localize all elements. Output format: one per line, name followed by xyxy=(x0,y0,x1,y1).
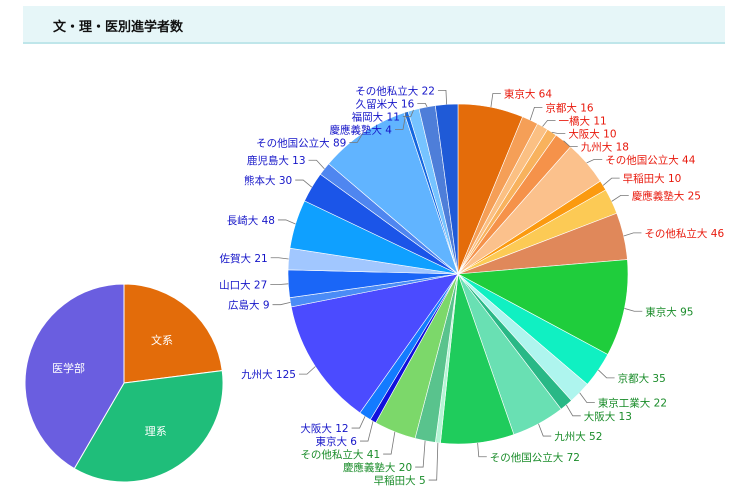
big-pie-data-label: その他私立大 46 xyxy=(644,227,724,240)
big-pie-data-label: 東京工業大 22 xyxy=(598,397,667,410)
label-leader-line xyxy=(611,194,629,202)
big-pie-data-label: 京都大 35 xyxy=(618,372,666,385)
label-leader-line xyxy=(623,232,642,237)
label-leader-line xyxy=(395,112,407,130)
label-leader-line xyxy=(351,416,366,429)
big-pie-data-label: その他私立大 22 xyxy=(355,84,435,97)
label-leader-line xyxy=(308,159,325,170)
label-leader-line xyxy=(477,442,487,458)
big-pie-data-label: 福岡大 11 xyxy=(352,110,400,123)
small-pie-slice xyxy=(73,370,224,483)
big-pie-data-label: 熊本大 30 xyxy=(244,174,292,187)
label-leader-line xyxy=(437,90,448,105)
big-pie-data-label: 九州大 18 xyxy=(581,140,629,153)
label-leader-line xyxy=(402,109,414,117)
big-pie-data-label: 早稲田大 5 xyxy=(374,474,426,487)
label-leader-line xyxy=(490,93,501,108)
label-leader-line xyxy=(551,131,566,134)
big-pie-data-label: 東京大 95 xyxy=(645,305,693,318)
big-pie-data-label: 大阪大 13 xyxy=(584,410,632,423)
big-pie-data-label: 久留米大 16 xyxy=(356,97,415,110)
small-pie-label: 理系 xyxy=(145,425,167,438)
label-leader-line xyxy=(417,103,428,108)
big-pie-data-label: 九州大 125 xyxy=(241,368,296,381)
label-leader-line xyxy=(360,421,374,442)
big-pie-data-label: 京都大 16 xyxy=(545,101,594,114)
label-leader-line xyxy=(579,392,595,403)
small-pie-slice xyxy=(24,283,125,470)
big-pie-data-label: 大阪大 10 xyxy=(568,127,616,140)
label-leader-line xyxy=(295,179,313,188)
label-leader-line xyxy=(602,177,620,186)
big-pie-data-label: 山口大 27 xyxy=(219,279,267,292)
big-pie-data-label: 広島大 9 xyxy=(228,299,270,312)
label-leader-line xyxy=(270,283,289,286)
label-leader-line xyxy=(566,404,581,417)
big-pie-data-label: その他国公立大 44 xyxy=(605,153,696,166)
big-pie-data-label: その他国公立大 72 xyxy=(490,451,580,464)
label-leader-line xyxy=(586,158,603,164)
label-leader-line xyxy=(624,308,643,312)
label-leader-line xyxy=(277,219,296,225)
small-pie-label: 医学部 xyxy=(52,361,85,375)
label-leader-line xyxy=(542,119,556,127)
big-pie-data-label: 東京大 64 xyxy=(504,87,553,100)
label-leader-line xyxy=(529,106,543,121)
label-leader-line xyxy=(272,301,291,306)
header-bar: 文・理・医別進学者数 xyxy=(23,6,725,44)
label-leader-line xyxy=(563,140,578,147)
big-pie-data-label: 慶應義塾大 4 xyxy=(329,123,392,136)
label-leader-line xyxy=(538,423,552,437)
big-pie-data-label: 長崎大 48 xyxy=(227,214,275,227)
small-pie-label: 文系 xyxy=(151,333,173,347)
big-pie-data-label: 東京大 6 xyxy=(315,435,357,448)
big-pie-data-label: 慶應義塾大 25 xyxy=(632,189,701,202)
big-pie-data-label: 慶應義塾大 20 xyxy=(343,461,412,474)
small-pie-slice xyxy=(123,283,223,384)
big-pie-data-label: 佐賀大 21 xyxy=(219,252,267,265)
label-leader-line xyxy=(298,366,316,375)
label-leader-line xyxy=(270,257,289,260)
label-leader-line xyxy=(383,431,396,455)
page-title: 文・理・医別進学者数 xyxy=(53,20,184,35)
label-leader-line xyxy=(428,442,439,481)
label-leader-line xyxy=(349,132,364,143)
big-pie-data-label: その他国公立大 89 xyxy=(256,136,346,149)
big-pie-data-label: 一橋大 11 xyxy=(559,114,607,127)
label-leader-line xyxy=(415,440,426,468)
big-pie-data-label: 鹿児島大 13 xyxy=(247,154,306,167)
big-pie-data-label: その他私立大 41 xyxy=(300,448,380,461)
big-pie-slice xyxy=(434,103,459,275)
big-pie-data-label: 九州大 52 xyxy=(554,430,602,443)
big-pie-data-label: 大阪大 12 xyxy=(300,422,348,435)
label-leader-line xyxy=(598,369,615,379)
big-pie-data-label: 早稲田大 10 xyxy=(623,172,682,185)
